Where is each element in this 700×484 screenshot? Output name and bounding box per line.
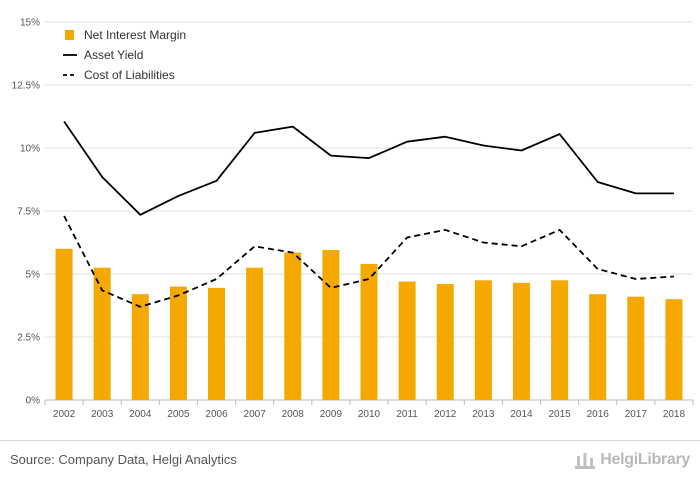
legend-item: Cost of Liabilities <box>63 68 175 82</box>
bar <box>322 250 340 400</box>
asset-yield-line <box>63 120 674 216</box>
source-note: Source: Company Data, Helgi Analytics <box>10 452 237 467</box>
footer: Source: Company Data, Helgi Analytics He… <box>0 440 700 484</box>
bar <box>512 282 530 400</box>
x-tick-label: 2005 <box>167 409 190 420</box>
bar <box>398 281 416 400</box>
gridlines <box>45 21 693 401</box>
bar <box>284 252 302 400</box>
x-tick-label: 2007 <box>244 409 267 420</box>
legend-item: Asset Yield <box>63 48 143 62</box>
cost-of-liabilities-line <box>63 215 674 308</box>
x-tick-label: 2009 <box>320 409 343 420</box>
x-tick-label: 2016 <box>587 409 610 420</box>
x-tick-label: 2017 <box>625 409 648 420</box>
x-tick-label: 2011 <box>396 409 418 420</box>
legend-label: Net Interest Margin <box>84 28 186 42</box>
bar-series <box>55 248 683 400</box>
x-tick-label: 2004 <box>129 409 152 420</box>
x-axis-ticks: 2002 2003 2004 2005 2006 2007 2008 2009 2010 2011… <box>44 400 694 420</box>
x-tick-label: 2003 <box>91 409 114 420</box>
bar <box>93 267 111 400</box>
y-tick-label: 7.5% <box>17 207 40 218</box>
bar <box>55 248 73 400</box>
library-columns-icon <box>575 453 596 469</box>
x-tick-label: 2013 <box>472 409 495 420</box>
y-tick-label: 0% <box>26 396 41 407</box>
line-series <box>63 120 674 308</box>
bar <box>589 294 607 400</box>
bar <box>169 286 187 400</box>
bar <box>627 296 645 400</box>
legend-label: Cost of Liabilities <box>84 68 175 82</box>
legend-label: Asset Yield <box>84 48 143 62</box>
bar <box>208 287 226 400</box>
bar <box>436 284 454 400</box>
x-tick-label: 2002 <box>53 409 76 420</box>
y-tick-label: 5% <box>26 270 41 281</box>
brand-name: HelgiLibrary <box>600 451 690 468</box>
bar <box>551 280 569 400</box>
y-tick-label: 15% <box>20 18 40 29</box>
bar <box>246 267 264 400</box>
x-tick-label: 2008 <box>282 409 305 420</box>
x-tick-label: 2012 <box>434 409 457 420</box>
bar <box>474 280 492 400</box>
x-tick-label: 2014 <box>510 409 533 420</box>
legend-item: Net Interest Margin <box>65 28 186 42</box>
bar <box>665 299 683 400</box>
y-axis-ticks: 0% 2.5% 5% 7.5% 10% 12.5% 15% <box>12 18 40 407</box>
y-tick-label: 12.5% <box>12 81 40 92</box>
x-tick-label: 2015 <box>548 409 571 420</box>
bar <box>360 263 378 400</box>
bar <box>131 294 149 400</box>
legend-swatch <box>65 30 74 40</box>
x-tick-label: 2010 <box>358 409 381 420</box>
x-tick-label: 2018 <box>663 409 686 420</box>
brand-logo: HelgiLibrary <box>574 449 690 471</box>
legend: Net Interest Margin Asset Yield Cost of Li… <box>63 28 186 82</box>
y-tick-label: 10% <box>20 144 40 155</box>
y-tick-label: 2.5% <box>17 333 40 344</box>
chart: 0% 2.5% 5% 7.5% 10% 12.5% 15% 2002 2003 2004 2005… <box>12 18 694 420</box>
x-tick-label: 2006 <box>205 409 228 420</box>
